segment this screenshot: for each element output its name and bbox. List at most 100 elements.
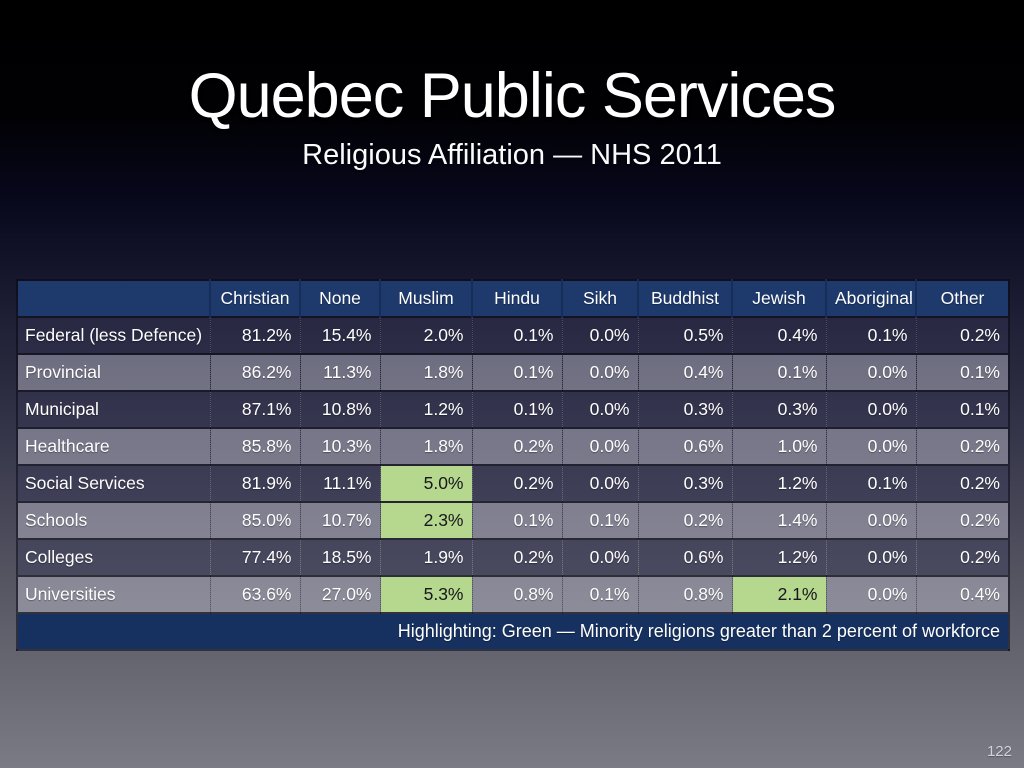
cell-value: 0.4%: [731, 317, 826, 354]
cell-value: 81.2%: [209, 317, 300, 354]
table-row-healthcare: Healthcare 85.8% 10.3% 1.8% 0.2% 0.0% 0.…: [17, 428, 1009, 465]
cell-value: 86.2%: [209, 354, 300, 391]
cell-value: 0.1%: [915, 391, 1009, 428]
cell-value: 10.8%: [299, 391, 380, 428]
table-row-social-services: Social Services 81.9% 11.1% 5.0% 0.2% 0.…: [17, 465, 1009, 502]
cell-value: 0.2%: [915, 465, 1009, 502]
table-header: Christian None Muslim Hindu Sikh Buddhis…: [17, 280, 1009, 317]
cell-value-highlighted: 5.0%: [379, 465, 472, 502]
cell-value: 18.5%: [299, 539, 380, 576]
cell-value: 11.1%: [299, 465, 380, 502]
row-label: Schools: [25, 510, 88, 530]
table-row-universities: Universities 63.6% 27.0% 5.3% 0.8% 0.1% …: [17, 576, 1009, 613]
table-row-colleges: Colleges 77.4% 18.5% 1.9% 0.2% 0.0% 0.6%…: [17, 539, 1009, 576]
column-header-jewish: Jewish: [731, 280, 826, 317]
slide-title: Quebec Public Services: [188, 61, 837, 131]
cell-value: 0.1%: [471, 502, 562, 539]
cell-value: 0.1%: [915, 354, 1009, 391]
column-header-sikh: Sikh: [561, 280, 638, 317]
column-header-other: Other: [915, 280, 1009, 317]
cell-value: 1.2%: [731, 539, 826, 576]
footnote-row: Highlighting: Green — Minority religions…: [17, 612, 1009, 650]
column-header-hindu: Hindu: [471, 280, 562, 317]
column-header-christian: Christian: [209, 280, 300, 317]
cell-value: 2.0%: [379, 317, 472, 354]
cell-value: 0.6%: [637, 539, 732, 576]
header-row: Christian None Muslim Hindu Sikh Buddhis…: [17, 280, 1009, 317]
cell-value: 10.3%: [299, 428, 380, 465]
cell-value: 0.0%: [561, 465, 638, 502]
cell-value: 11.3%: [299, 354, 380, 391]
table-row-municipal: Municipal 87.1% 10.8% 1.2% 0.1% 0.0% 0.3…: [17, 391, 1009, 428]
cell-value: 0.0%: [825, 428, 916, 465]
cell-value: 0.2%: [637, 502, 732, 539]
cell-value: 0.8%: [471, 576, 562, 613]
cell-value: 85.0%: [209, 502, 300, 539]
row-label: Colleges: [25, 547, 94, 567]
cell-value: 0.8%: [637, 576, 732, 613]
row-label: Provincial: [25, 362, 101, 382]
cell-value: 1.8%: [379, 354, 472, 391]
cell-value: 0.3%: [731, 391, 826, 428]
cell-value: 10.7%: [299, 502, 380, 539]
cell-value: 15.4%: [299, 317, 380, 354]
cell-value: 0.2%: [915, 502, 1009, 539]
cell-value-highlighted: 2.1%: [731, 576, 826, 613]
table-footer: Highlighting: Green — Minority religions…: [17, 612, 1009, 650]
page-number: 122: [986, 743, 1012, 760]
slide-subtitle: Religious Affiliation — NHS 2011: [302, 139, 722, 171]
cell-value: 0.0%: [825, 502, 916, 539]
cell-value: 0.1%: [825, 465, 916, 502]
cell-value-highlighted: 2.3%: [379, 502, 472, 539]
cell-value: 1.8%: [379, 428, 472, 465]
column-header-none: None: [299, 280, 380, 317]
cell-value: 0.0%: [561, 354, 638, 391]
cell-value: 0.1%: [731, 354, 826, 391]
table-row-federal: Federal (less Defence) 81.2% 15.4% 2.0% …: [17, 317, 1009, 354]
cell-value: 1.9%: [379, 539, 472, 576]
cell-value: 0.1%: [825, 317, 916, 354]
cell-value: 0.2%: [471, 465, 562, 502]
highlight-legend: Highlighting: Green — Minority religions…: [17, 612, 1009, 650]
cell-value: 1.0%: [731, 428, 826, 465]
column-header-muslim: Muslim: [379, 280, 472, 317]
cell-value: 27.0%: [299, 576, 380, 613]
cell-value: 0.0%: [561, 428, 638, 465]
cell-value: 0.1%: [471, 317, 562, 354]
cell-value: 1.2%: [731, 465, 826, 502]
cell-value: 0.3%: [637, 391, 732, 428]
cell-value: 0.4%: [637, 354, 732, 391]
cell-value: 1.4%: [731, 502, 826, 539]
cell-value: 0.2%: [915, 428, 1009, 465]
cell-value: 87.1%: [209, 391, 300, 428]
religious-affiliation-table: Christian None Muslim Hindu Sikh Buddhis…: [16, 279, 1010, 651]
cell-value: 0.0%: [561, 539, 638, 576]
cell-value: 0.1%: [471, 354, 562, 391]
row-label: Federal (less Defence): [25, 325, 203, 345]
cell-value: 0.0%: [825, 539, 916, 576]
cell-value: 0.2%: [471, 428, 562, 465]
cell-value-highlighted: 5.3%: [379, 576, 472, 613]
cell-value: 85.8%: [209, 428, 300, 465]
cell-value: 0.5%: [637, 317, 732, 354]
cell-value: 0.1%: [471, 391, 562, 428]
cell-value: 0.2%: [471, 539, 562, 576]
cell-value: 0.6%: [637, 428, 732, 465]
cell-value: 0.1%: [561, 502, 638, 539]
row-label: Social Services: [25, 473, 145, 493]
cell-value: 0.1%: [561, 576, 638, 613]
cell-value: 0.0%: [825, 391, 916, 428]
cell-value: 0.4%: [915, 576, 1009, 613]
row-label: Universities: [25, 584, 116, 604]
cell-value: 0.2%: [915, 317, 1009, 354]
cell-value: 0.0%: [825, 354, 916, 391]
cell-value: 81.9%: [209, 465, 300, 502]
cell-value: 63.6%: [209, 576, 300, 613]
cell-value: 0.2%: [915, 539, 1009, 576]
row-label: Healthcare: [25, 436, 110, 456]
cell-value: 0.0%: [825, 576, 916, 613]
table-row-provincial: Provincial 86.2% 11.3% 1.8% 0.1% 0.0% 0.…: [17, 354, 1009, 391]
table-row-schools: Schools 85.0% 10.7% 2.3% 0.1% 0.1% 0.2% …: [17, 502, 1009, 539]
corner-cell: [17, 280, 210, 317]
row-label: Municipal: [25, 399, 99, 419]
